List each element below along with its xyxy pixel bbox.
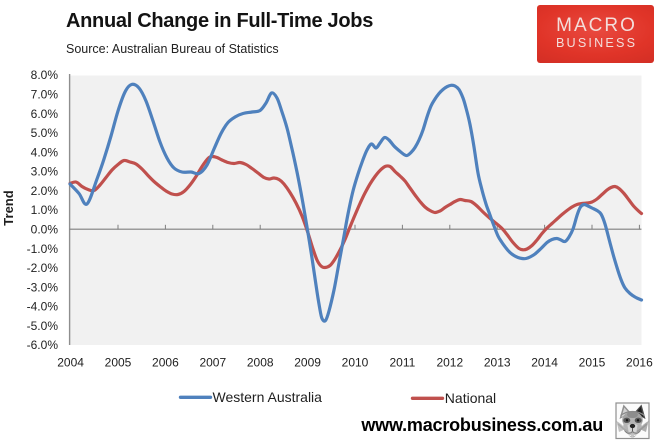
svg-text:1.0%: 1.0% bbox=[31, 203, 59, 217]
svg-text:2007: 2007 bbox=[199, 356, 226, 370]
svg-text:2014: 2014 bbox=[531, 356, 558, 370]
svg-text:2006: 2006 bbox=[152, 356, 179, 370]
svg-text:-2.0%: -2.0% bbox=[27, 261, 59, 275]
svg-text:National: National bbox=[445, 390, 496, 406]
svg-text:5.0%: 5.0% bbox=[31, 126, 59, 140]
svg-text:2008: 2008 bbox=[247, 356, 274, 370]
svg-text:2015: 2015 bbox=[579, 356, 606, 370]
svg-text:2013: 2013 bbox=[484, 356, 511, 370]
svg-text:Trend: Trend bbox=[1, 190, 16, 225]
svg-text:-6.0%: -6.0% bbox=[27, 338, 59, 352]
svg-text:-5.0%: -5.0% bbox=[27, 319, 59, 333]
svg-text:6.0%: 6.0% bbox=[31, 107, 59, 121]
svg-text:2010: 2010 bbox=[342, 356, 369, 370]
svg-text:0.0%: 0.0% bbox=[31, 223, 59, 237]
svg-text:2009: 2009 bbox=[294, 356, 321, 370]
svg-text:7.0%: 7.0% bbox=[31, 88, 59, 102]
svg-text:2016: 2016 bbox=[626, 356, 653, 370]
svg-text:2011: 2011 bbox=[389, 356, 415, 370]
svg-text:8.0%: 8.0% bbox=[31, 68, 59, 82]
svg-text:-4.0%: -4.0% bbox=[27, 300, 59, 314]
svg-text:Western Australia: Western Australia bbox=[213, 389, 323, 405]
svg-text:2012: 2012 bbox=[436, 356, 463, 370]
svg-text:-1.0%: -1.0% bbox=[27, 242, 59, 256]
svg-text:3.0%: 3.0% bbox=[31, 165, 59, 179]
svg-text:2005: 2005 bbox=[105, 356, 132, 370]
svg-text:4.0%: 4.0% bbox=[31, 145, 59, 159]
svg-text:-3.0%: -3.0% bbox=[27, 280, 59, 294]
svg-text:2004: 2004 bbox=[57, 356, 84, 370]
svg-text:2.0%: 2.0% bbox=[31, 184, 59, 198]
